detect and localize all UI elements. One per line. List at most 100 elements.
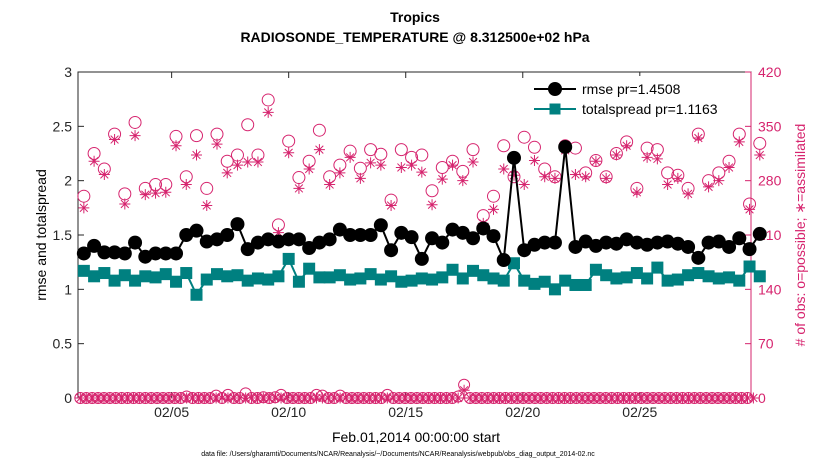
totalspread-point [139, 270, 152, 283]
obs-assimilated-bottom-point [623, 392, 635, 404]
obs-assimilated-bottom-point [293, 392, 305, 404]
totalspread-point [733, 274, 746, 287]
obs-assimilated-bottom-point [393, 392, 405, 404]
obs-assimilated-point [242, 156, 254, 168]
obs-assimilated-bottom-point [275, 392, 287, 404]
rmse-point [117, 246, 132, 261]
totalspread-point [415, 272, 428, 285]
obs-assimilated-point [98, 168, 110, 180]
rmse-point [107, 245, 122, 260]
obs-assimilated-bottom-point [246, 392, 258, 404]
totalspread-point [426, 273, 439, 286]
obs-assimilated-point [436, 173, 448, 185]
obs-assimilated-bottom-point [464, 392, 476, 404]
obs-assimilated-bottom-point [730, 392, 742, 404]
rmse-point [455, 225, 470, 240]
obs-possible-point [282, 134, 296, 148]
obs-assimilated-bottom-point [600, 392, 612, 404]
rmse-point [158, 246, 173, 261]
obs-assimilated-bottom-point [470, 392, 482, 404]
rmse-point [281, 232, 296, 247]
chart-subtitle: RADIOSONDE_TEMPERATURE @ 8.312500e+02 hP… [240, 29, 589, 45]
obs-possible-point [128, 115, 142, 129]
totalspread-point [682, 269, 695, 282]
obs-assimilated-bottom-point [163, 392, 175, 404]
obs-possible-point [661, 166, 675, 180]
rmse-point [742, 242, 757, 257]
obs-assimilated-bottom-point [310, 392, 322, 404]
obs-assimilated-bottom-point [305, 392, 317, 404]
obs-possible-point [200, 181, 214, 195]
obs-assimilated-bottom-point [222, 392, 234, 404]
obs-assimilated-point [662, 179, 674, 191]
totalspread-point [282, 252, 295, 265]
rmse-point [128, 235, 143, 250]
obs-assimilated-bottom-point [547, 392, 559, 404]
obs-assimilated-bottom-point [712, 392, 724, 404]
obs-assimilated-point [129, 130, 141, 142]
totalspread-point [559, 274, 572, 287]
totalspread-point [723, 271, 736, 284]
rmse-point [169, 246, 184, 261]
obs-assimilated-point [488, 203, 500, 215]
rmse-point [230, 217, 245, 232]
obs-assimilated-point [313, 144, 325, 156]
obs-assimilated-bottom-point [316, 392, 328, 404]
obs-assimilated-bottom-point [86, 392, 98, 404]
totalspread-point [702, 270, 715, 283]
obs-assimilated-bottom-point [116, 392, 128, 404]
obs-assimilated-bottom-point [440, 392, 452, 404]
obs-assimilated-bottom-point [665, 392, 677, 404]
obs-assimilated-point [580, 171, 592, 183]
obs-assimilated-point [354, 172, 366, 184]
obs-assimilated-bottom-point [240, 392, 252, 404]
obs-assimilated-point [723, 161, 735, 173]
rmse-point [517, 243, 532, 258]
obs-possible-point [190, 129, 204, 143]
y2-tick-label: 0 [758, 390, 766, 406]
obs-assimilated-bottom-point [127, 392, 139, 404]
obs-possible-point [415, 148, 429, 162]
totalspread-point [600, 269, 613, 282]
obs-assimilated-point [375, 159, 387, 171]
obs-assimilated-bottom-point [476, 392, 488, 404]
rmse-point [291, 232, 306, 247]
obs-assimilated-bottom-point [688, 392, 700, 404]
totalspread-point [149, 271, 162, 284]
obs-assimilated-point [262, 106, 274, 118]
obs-assimilated-bottom-point [653, 392, 665, 404]
totalspread-point [303, 262, 316, 275]
obs-assimilated-point [191, 149, 203, 161]
obs-assimilated-bottom-point [494, 392, 506, 404]
obs-assimilated-bottom-point [741, 392, 753, 404]
rmse-point [732, 231, 747, 246]
rmse-point [363, 228, 378, 242]
rmse-point [148, 246, 163, 261]
obs-assimilated-point [621, 140, 633, 152]
totalspread-point [118, 269, 131, 282]
obs-assimilated-point [406, 159, 418, 171]
obs-assimilated-bottom-point [387, 392, 399, 404]
obs-assimilated-point [150, 187, 162, 199]
totalspread-point [98, 267, 111, 280]
totalspread-point [159, 268, 172, 281]
obs-assimilated-bottom-point [169, 392, 181, 404]
totalspread-point [190, 288, 203, 301]
obs-assimilated-bottom-point [375, 392, 387, 404]
totalspread-point [641, 272, 654, 285]
rmse-point [650, 235, 665, 250]
obs-assimilated-bottom-point [747, 392, 759, 404]
obs-assimilated-bottom-point [612, 392, 624, 404]
obs-assimilated-bottom-point [334, 392, 346, 404]
obs-assimilated-bottom-point [122, 392, 134, 404]
rmse-point [537, 235, 552, 250]
obs-assimilated-point [88, 155, 100, 167]
obs-assimilated-bottom-point [558, 392, 570, 404]
obs-assimilated-bottom-point [346, 392, 358, 404]
obs-assimilated-bottom-point [145, 392, 157, 404]
obs-assimilated-bottom-point [582, 392, 594, 404]
obs-assimilated-point [221, 167, 233, 179]
obs-assimilated-point [119, 198, 131, 210]
obs-assimilated-point [590, 155, 602, 167]
totalspread-point [569, 278, 582, 291]
